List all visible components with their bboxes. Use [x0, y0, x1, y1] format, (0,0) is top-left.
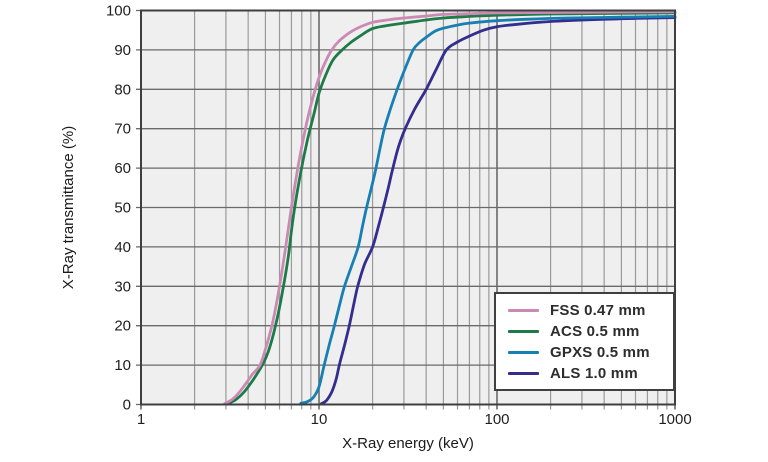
- legend-line-swatch: [508, 329, 539, 333]
- y-tick-label: 10: [114, 357, 131, 374]
- series-curve-fss: [223, 10, 677, 406]
- series-curve-als: [319, 16, 677, 406]
- y-tick-label: 60: [114, 160, 131, 177]
- plot-border: [140, 9, 676, 406]
- x-tick-label: 1: [137, 411, 145, 428]
- y-tick-label: 30: [114, 278, 131, 295]
- y-tick-label: 40: [114, 239, 131, 256]
- x-tick-label: 100: [484, 411, 509, 428]
- legend-line-swatch: [508, 308, 539, 312]
- legend-label: ALS 1.0 mm: [550, 364, 638, 382]
- y-axis-title: X-Ray transmittance (%): [60, 126, 77, 289]
- y-tick-label: 70: [114, 121, 131, 138]
- legend-item-gpxs: GPXS 0.5 mm: [508, 344, 673, 361]
- legend-label: FSS 0.47 mm: [550, 301, 646, 319]
- series-curve-acs: [225, 11, 677, 406]
- legend-item-fss: FSS 0.47 mm: [508, 302, 673, 319]
- x-axis-title: X-Ray energy (keV): [342, 435, 474, 452]
- y-tick-label: 0: [123, 397, 131, 414]
- y-tick-label: 100: [106, 3, 131, 20]
- y-tick-label: 50: [114, 200, 131, 217]
- x-tick-label: 10: [311, 411, 328, 428]
- y-tick-label: 90: [114, 42, 131, 59]
- legend-item-acs: ACS 0.5 mm: [508, 323, 673, 340]
- series-curve-gpxs: [299, 14, 677, 405]
- y-tick-label: 20: [114, 318, 131, 335]
- legend-line-swatch: [508, 371, 539, 375]
- legend: FSS 0.47 mm ACS 0.5 mm GPXS 0.5 mm ALS 1.0 …: [494, 292, 675, 391]
- legend-line-swatch: [508, 350, 539, 354]
- legend-label: ACS 0.5 mm: [550, 322, 640, 340]
- y-tick-label: 80: [114, 81, 131, 98]
- legend-item-als: ALS 1.0 mm: [508, 365, 673, 382]
- legend-label: GPXS 0.5 mm: [550, 343, 650, 361]
- x-tick-label: 1000: [658, 411, 691, 428]
